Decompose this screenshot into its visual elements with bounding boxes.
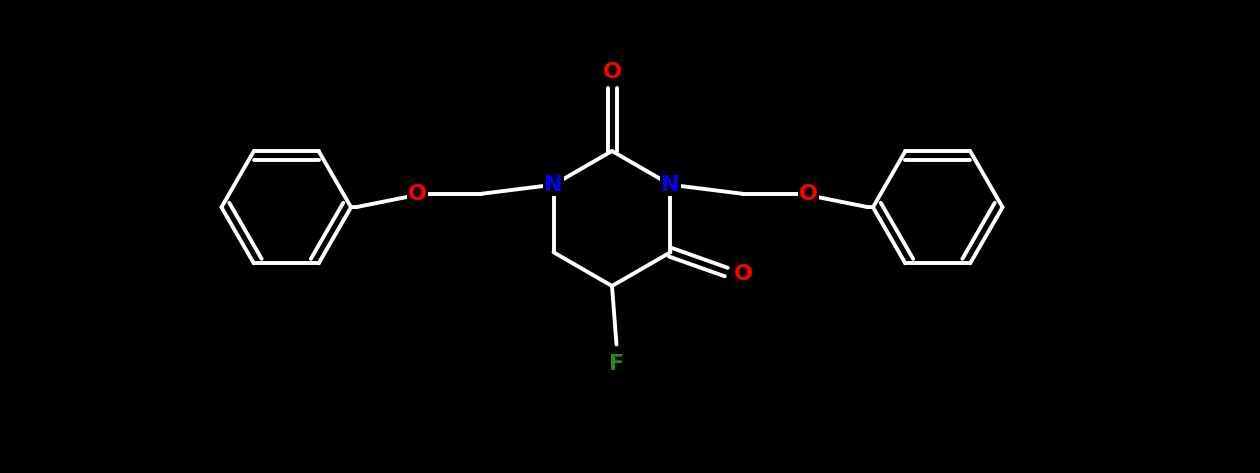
Text: O: O (733, 264, 753, 284)
Text: O: O (799, 184, 818, 204)
Text: O: O (602, 62, 621, 82)
Text: N: N (544, 175, 563, 195)
Text: O: O (408, 184, 427, 204)
Text: N: N (662, 175, 679, 195)
Text: F: F (609, 354, 624, 374)
